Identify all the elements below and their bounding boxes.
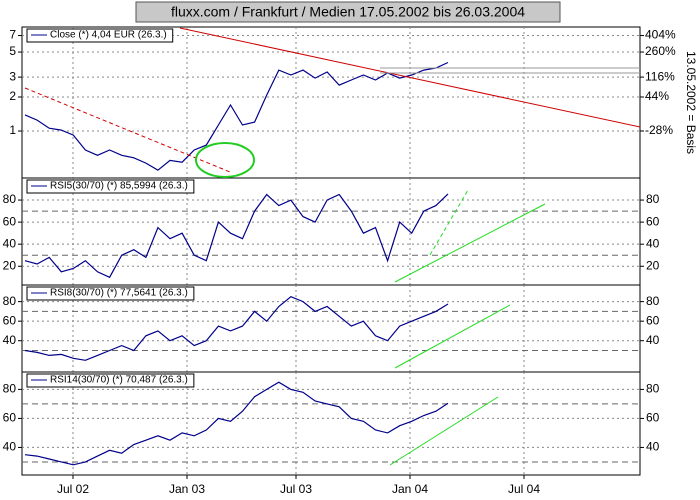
y-tick-label: 80 bbox=[3, 382, 17, 396]
y-tick-label: 80 bbox=[3, 294, 17, 308]
y2-tick-label: 40 bbox=[646, 333, 660, 347]
y-tick-label: 60 bbox=[3, 214, 17, 228]
y-tick-label: 2 bbox=[9, 89, 16, 103]
y2-axis-label: 13.05.2002 = Basis bbox=[684, 51, 698, 154]
legend-label: Close (*) 4,04 EUR (26.3.) bbox=[50, 30, 167, 41]
trend-line bbox=[429, 189, 469, 256]
y2-tick-label: 80 bbox=[646, 192, 660, 206]
y-tick-label: 60 bbox=[3, 313, 17, 327]
highlight-ellipse bbox=[195, 142, 255, 178]
trend-line bbox=[179, 27, 641, 128]
y-tick-label: 7 bbox=[9, 28, 16, 42]
x-tick-label: Jul 04 bbox=[508, 482, 540, 496]
price-line bbox=[24, 381, 449, 466]
y-tick-label: 3 bbox=[9, 69, 16, 83]
legend-box bbox=[26, 286, 195, 301]
y-tick-label: 40 bbox=[3, 333, 17, 347]
y2-tick-label: 44% bbox=[645, 89, 669, 103]
y2-tick-label: 60 bbox=[646, 411, 660, 425]
y2-tick-label: 80 bbox=[646, 382, 660, 396]
plots: 7 5 3 2 1 404% 260% 116% 44% -28% 13.05.2002 = Bas… bbox=[3, 26, 698, 496]
y2-tick-label: 80 bbox=[646, 294, 660, 308]
x-tick-label: Jul 03 bbox=[280, 482, 312, 496]
legend-box bbox=[26, 373, 195, 388]
y-tick-label: 1 bbox=[9, 123, 16, 137]
x-tick-label: Jul 02 bbox=[57, 482, 89, 496]
trend-line bbox=[394, 304, 511, 369]
y2-tick-label: 20 bbox=[646, 258, 660, 272]
y-tick-label: 40 bbox=[3, 440, 17, 454]
y2-tick-label: 404% bbox=[645, 28, 676, 42]
y2-tick-label: 60 bbox=[646, 214, 660, 228]
trend-line bbox=[389, 396, 499, 466]
panel-frame bbox=[21, 371, 641, 476]
title-box bbox=[135, 1, 561, 23]
x-tick-label: Jan 03 bbox=[169, 482, 205, 496]
y-tick-label: 80 bbox=[3, 192, 17, 206]
x-tick-label: Jan 04 bbox=[392, 482, 428, 496]
legend-box bbox=[26, 179, 195, 194]
legend-label: RSI8(30/70) (*) 77,5641 (26.3.) bbox=[50, 288, 188, 299]
y-tick-label: 60 bbox=[3, 411, 17, 425]
price-line bbox=[24, 193, 449, 279]
price-line bbox=[24, 296, 449, 361]
annotations bbox=[24, 27, 641, 466]
legend-label: RSI14(30/70) (*) 70,487 (26.3.) bbox=[50, 375, 188, 386]
y2-tick-label: 60 bbox=[646, 313, 660, 327]
y2-tick-label: 260% bbox=[645, 44, 676, 58]
price-line bbox=[24, 61, 449, 171]
y-tick-label: 20 bbox=[3, 258, 17, 272]
y2-tick-label: 40 bbox=[646, 236, 660, 250]
y2-tick-label: 116% bbox=[645, 69, 675, 83]
chart-title: fluxx.com / Frankfurt / Medien 17.05.200… bbox=[171, 4, 525, 20]
y-tick-label: 5 bbox=[9, 44, 16, 58]
y-tick-label: 40 bbox=[3, 236, 17, 250]
y2-tick-label: -28% bbox=[645, 123, 673, 137]
legend-label: RSI5(30/70) (*) 85,5994 (26.3.) bbox=[50, 181, 188, 192]
legend-box bbox=[26, 28, 174, 43]
trend-line bbox=[394, 203, 546, 283]
y2-tick-label: 40 bbox=[646, 440, 660, 454]
